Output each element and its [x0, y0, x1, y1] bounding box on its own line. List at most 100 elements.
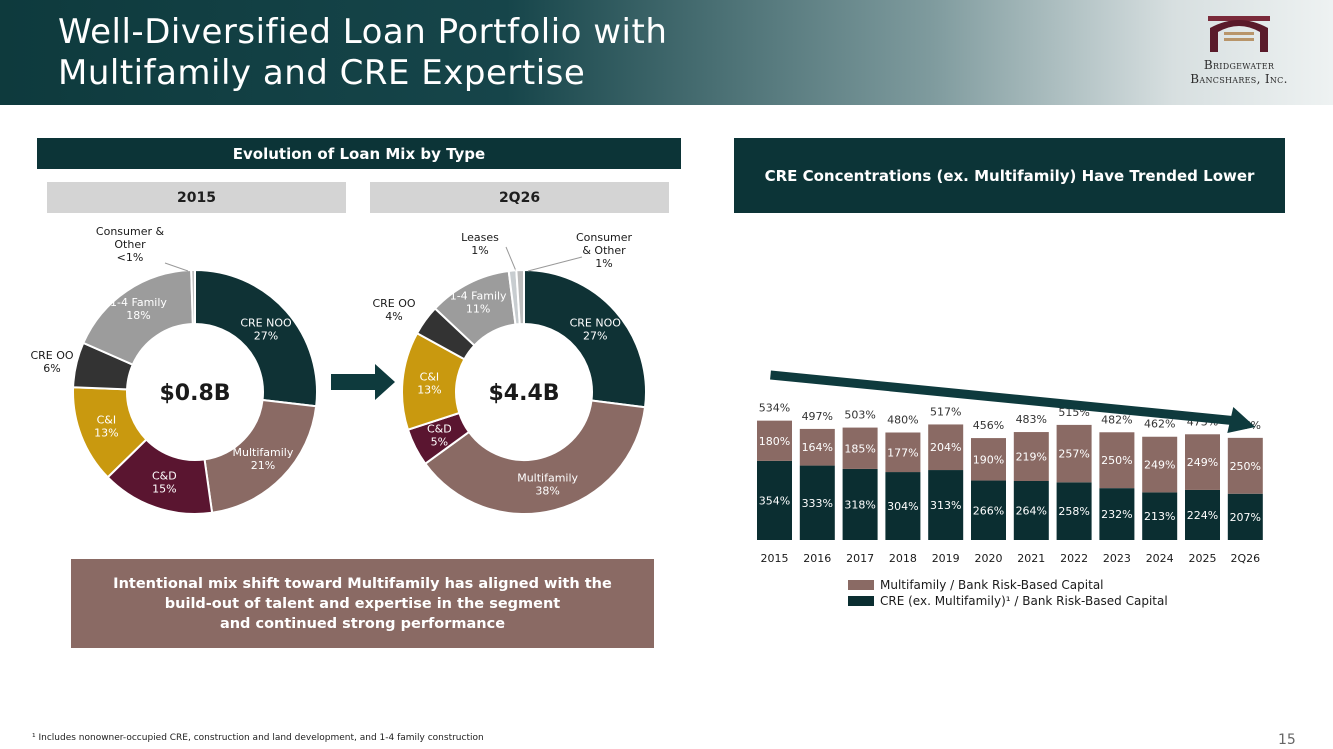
logo-line1: Bridgewater	[1203, 58, 1275, 72]
category-label-2021: 2021	[1017, 552, 1045, 565]
company-logo: Bridgewater Bancshares, Inc.	[1180, 16, 1298, 86]
slice-label-leases: Leases 1%	[461, 231, 499, 257]
donut-center-total: $0.8B	[159, 381, 230, 406]
slice-consumer-other	[190, 268, 196, 326]
page-title-line1: Well-Diversified Loan Portfolio with	[58, 12, 668, 52]
slice-label-c-d: C&D 15%	[152, 469, 177, 495]
bar-cre-2020	[971, 480, 1006, 540]
leader-line-consumer-other	[164, 262, 189, 272]
bar-cre-2024	[1142, 492, 1178, 540]
slice-cre-noo	[523, 268, 647, 409]
callout-line1: Intentional mix shift toward Multifamily…	[113, 575, 612, 592]
page-title-line2: Multifamily and CRE Expertise	[58, 53, 586, 93]
label-total-2023: 482%	[1101, 413, 1132, 426]
bar-multifamily-2q26	[1227, 437, 1263, 494]
label-total-2018: 480%	[887, 413, 918, 426]
category-label-2024: 2024	[1146, 552, 1174, 565]
slice-multifamily	[203, 398, 318, 514]
bar-cre-2023	[1099, 488, 1135, 540]
right-arrow-icon	[331, 364, 395, 400]
label-total-2020: 456%	[973, 419, 1004, 432]
slice-label-multifamily: Multifamily 38%	[517, 472, 578, 498]
label-cre-2015: 354%	[759, 494, 790, 507]
label-cre-2020: 266%	[973, 504, 1004, 517]
header-bar: Well-Diversified Loan Portfolio with Mul…	[0, 0, 1333, 105]
legend-swatch-0	[848, 580, 874, 590]
category-label-2019: 2019	[932, 552, 960, 565]
bar-multifamily-2024	[1142, 436, 1178, 493]
label-total-2024: 462%	[1144, 418, 1175, 431]
slice-cre-noo	[194, 268, 318, 408]
slice-label-c-i: C&I 13%	[417, 371, 441, 397]
legend-label-1: CRE (ex. Multifamily)¹ / Bank Risk-Based…	[880, 594, 1168, 608]
logo-line2: Bancshares, Inc.	[1190, 72, 1288, 86]
category-label-2022: 2022	[1060, 552, 1088, 565]
slice-label-c-i: C&I 13%	[94, 414, 118, 440]
category-label-2017: 2017	[846, 552, 874, 565]
leader-line-consumer-other	[527, 256, 583, 272]
cre-concentration-bar-chart: 354% 180% 534% 2015 333% 164% 497% 2016 318% 185%…	[757, 370, 1263, 608]
bar-cre-2017	[842, 468, 878, 540]
label-cre-2021: 264%	[1016, 504, 1047, 517]
slice-multifamily	[423, 399, 647, 515]
category-label-2016: 2016	[803, 552, 831, 565]
slice-consumer-other	[515, 268, 525, 326]
callout-line3: and continued strong performance	[219, 615, 506, 632]
slice-label-cre-oo: CRE OO 4%	[372, 297, 415, 323]
label-multifamily-2022: 257%	[1058, 448, 1089, 461]
label-cre-2024: 213%	[1144, 510, 1175, 523]
label-multifamily-2q26: 250%	[1230, 460, 1261, 473]
label-cre-2022: 258%	[1058, 505, 1089, 518]
cre-concentration-banner: CRE Concentrations (ex. Multifamily) Hav…	[734, 138, 1285, 213]
label-multifamily-2024: 249%	[1144, 459, 1175, 472]
category-label-2020: 2020	[975, 552, 1003, 565]
label-multifamily-2015: 180%	[759, 435, 790, 448]
label-multifamily-2025: 249%	[1187, 456, 1218, 469]
slice-label-consumer-other: Consumer & Other 1%	[576, 231, 633, 270]
category-label-2q26: 2Q26	[1230, 552, 1260, 565]
page-number: 15	[1278, 732, 1296, 748]
donut-chart-2015: CRE NOO 27% Multifamily 21% C&D 15% C&I 13% CRE …	[30, 225, 318, 515]
label-cre-2023: 232%	[1101, 508, 1132, 521]
legend-label-0: Multifamily / Bank Risk-Based Capital	[880, 578, 1104, 592]
bar-multifamily-2017	[842, 427, 878, 469]
bar-cre-2022	[1056, 482, 1092, 540]
slice-label-multifamily: Multifamily 21%	[233, 446, 294, 472]
year-2q26-header: 2Q26	[370, 182, 669, 213]
category-label-2015: 2015	[761, 552, 789, 565]
bar-multifamily-2022	[1056, 424, 1092, 483]
label-multifamily-2016: 164%	[802, 441, 833, 454]
slice-label-1-4-family: 1-4 Family 18%	[110, 296, 167, 322]
label-multifamily-2020: 190%	[973, 453, 1004, 466]
label-cre-2017: 318%	[844, 498, 875, 511]
leader-line-leases	[505, 246, 517, 272]
slice-label-cre-oo: CRE OO 6%	[30, 349, 73, 375]
label-cre-2q26: 207%	[1230, 511, 1261, 524]
callout-line2: build-out of talent and expertise in the…	[164, 595, 561, 612]
year-2015-header: 2015	[47, 182, 346, 213]
bar-cre-2025	[1185, 489, 1220, 540]
bar-multifamily-2018	[885, 432, 921, 473]
donut-chart-2q26: CRE NOO 27% Multifamily 38% C&D 5% C&I 13% CRE O…	[372, 231, 647, 515]
bar-multifamily-2019	[928, 424, 964, 471]
label-total-2019: 517%	[930, 405, 961, 418]
slice-label-c-d: C&D 5%	[427, 423, 452, 449]
bar-multifamily-2020	[971, 438, 1006, 481]
bar-multifamily-2015	[757, 420, 792, 461]
bar-cre-2018	[885, 472, 921, 540]
category-label-2023: 2023	[1103, 552, 1131, 565]
slice-label-consumer-other: Consumer & Other <1%	[96, 225, 165, 264]
trend-arrow-head-icon	[1227, 407, 1256, 433]
bar-multifamily-2016	[799, 428, 835, 466]
page-title: Well-Diversified Loan Portfolio with Mul…	[58, 12, 667, 94]
bridge-logo-icon	[1208, 16, 1270, 52]
legend-swatch-1	[848, 596, 874, 606]
label-total-2015: 534%	[759, 402, 790, 415]
slice-label-cre-noo: CRE NOO 27%	[570, 317, 622, 343]
label-cre-2016: 333%	[802, 497, 833, 510]
bar-cre-2019	[928, 470, 964, 540]
footnote: ¹ Includes nonowner-occupied CRE, constr…	[32, 733, 484, 743]
label-multifamily-2017: 185%	[844, 442, 875, 455]
donut-center-total: $4.4B	[488, 381, 559, 406]
label-cre-2018: 304%	[887, 500, 918, 513]
